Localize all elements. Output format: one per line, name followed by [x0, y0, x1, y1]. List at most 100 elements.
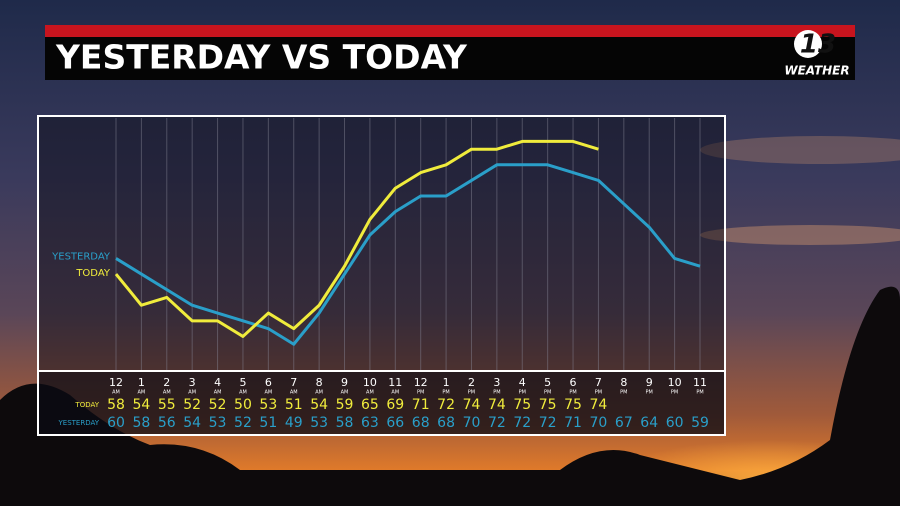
x-tick-sublabel: AM [239, 390, 247, 396]
x-tick-label: 11 [693, 376, 707, 389]
value-label: 51 [259, 415, 277, 431]
value-label: 72 [488, 415, 506, 431]
value-label: 52 [183, 397, 201, 413]
value-label: 60 [666, 415, 684, 431]
x-tick-sublabel: AM [315, 390, 323, 396]
value-label: 54 [132, 397, 150, 413]
x-tick-sublabel: PM [595, 390, 602, 396]
value-label: 50 [234, 397, 252, 413]
x-tick-sublabel: PM [519, 390, 526, 396]
x-tick-sublabel: AM [366, 390, 374, 396]
series-label: TODAY [75, 268, 111, 279]
value-label: 67 [615, 415, 633, 431]
x-tick-sublabel: AM [112, 390, 120, 396]
value-label: 69 [386, 397, 404, 413]
value-label: 53 [259, 397, 277, 413]
value-label: 53 [310, 415, 328, 431]
value-label: 65 [361, 397, 379, 413]
value-label: 60 [107, 415, 125, 431]
value-label: 55 [158, 397, 176, 413]
logo-text: WEATHER [784, 64, 849, 78]
value-label: 49 [285, 415, 303, 431]
value-label: 58 [107, 397, 125, 413]
value-label: 66 [386, 415, 404, 431]
series-line [115, 163, 701, 346]
x-tick-sublabel: AM [188, 390, 196, 396]
value-label: 71 [564, 415, 582, 431]
x-tick-label: 4 [214, 376, 221, 389]
value-label: 58 [132, 415, 150, 431]
x-tick-sublabel: PM [417, 390, 424, 396]
x-tick-label: 7 [595, 376, 602, 389]
x-tick-label: 5 [239, 376, 246, 389]
x-tick-label: 6 [265, 376, 272, 389]
x-tick-sublabel: AM [391, 390, 399, 396]
x-tick-sublabel: PM [468, 390, 475, 396]
series-label: YESTERDAY [51, 251, 111, 262]
value-label: 52 [209, 397, 227, 413]
x-tick-label: 8 [620, 376, 627, 389]
x-tick-sublabel: AM [214, 390, 222, 396]
x-tick-label: 3 [493, 376, 500, 389]
x-tick-label: 6 [570, 376, 577, 389]
x-tick-sublabel: PM [442, 390, 449, 396]
value-label: 53 [209, 415, 227, 431]
cloud [700, 136, 900, 164]
value-label: 72 [437, 397, 455, 413]
x-tick-label: 1 [138, 376, 145, 389]
value-label: 74 [590, 397, 608, 413]
x-tick-sublabel: PM [646, 390, 653, 396]
silhouette [0, 286, 900, 506]
x-tick-label: 1 [443, 376, 450, 389]
x-tick-sublabel: AM [138, 390, 146, 396]
value-label: 70 [590, 415, 608, 431]
value-label: 59 [691, 415, 709, 431]
value-label: 75 [513, 397, 531, 413]
value-label: 75 [564, 397, 582, 413]
x-tick-label: 8 [316, 376, 323, 389]
row-label: YESTERDAY [58, 419, 100, 427]
value-label: 63 [361, 415, 379, 431]
x-tick-label: 12 [109, 376, 123, 389]
value-label: 68 [437, 415, 455, 431]
value-label: 71 [412, 397, 430, 413]
value-label: 68 [412, 415, 430, 431]
value-label: 59 [336, 397, 354, 413]
value-label: 58 [336, 415, 354, 431]
chart-title: YESTERDAY VS TODAY [55, 38, 468, 77]
x-tick-label: 10 [363, 376, 377, 389]
x-tick-sublabel: PM [696, 390, 703, 396]
value-label: 75 [539, 397, 557, 413]
cloud [700, 225, 900, 245]
data-table [39, 371, 724, 434]
logo-badge [794, 30, 822, 58]
value-label: 54 [310, 397, 328, 413]
x-tick-sublabel: PM [493, 390, 500, 396]
row-label: TODAY [74, 401, 99, 409]
x-tick-label: 9 [646, 376, 653, 389]
title-bar-accent [45, 25, 855, 37]
plot: 12AM1AM2AM3AM4AM5AM6AM7AM8AM9AM10AM11AM1… [51, 118, 709, 431]
x-tick-label: 2 [163, 376, 170, 389]
x-tick-sublabel: PM [569, 390, 576, 396]
x-tick-label: 4 [519, 376, 526, 389]
x-tick-label: 7 [290, 376, 297, 389]
x-tick-label: 11 [388, 376, 402, 389]
value-label: 56 [158, 415, 176, 431]
x-tick-sublabel: PM [620, 390, 627, 396]
logo-number: 13 [800, 30, 836, 60]
x-tick-sublabel: AM [290, 390, 298, 396]
value-label: 70 [463, 415, 481, 431]
value-label: 52 [234, 415, 252, 431]
value-label: 64 [640, 415, 658, 431]
x-tick-sublabel: AM [163, 390, 171, 396]
value-label: 74 [463, 397, 481, 413]
value-label: 51 [285, 397, 303, 413]
series-line [114, 139, 599, 338]
x-tick-sublabel: AM [341, 390, 349, 396]
x-tick-sublabel: AM [264, 390, 272, 396]
x-tick-label: 12 [414, 376, 428, 389]
value-label: 72 [513, 415, 531, 431]
